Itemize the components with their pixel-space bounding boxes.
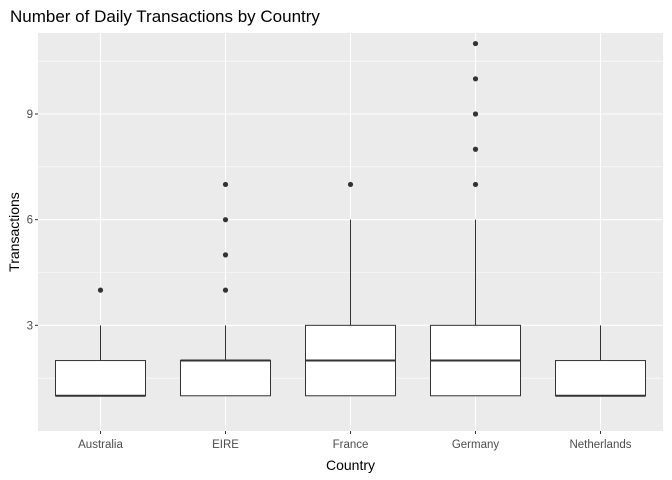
x-axis: Australia EIRE France Germany Netherlands [78,431,632,451]
y-tick-label: 9 [27,109,33,121]
box-australia [55,287,146,397]
outlier-point [347,181,354,188]
box-iqr [180,360,271,397]
y-tick-label: 3 [27,320,33,332]
outlier-point [222,181,229,188]
x-tick-label: France [333,439,369,451]
x-axis-title: Country [326,457,375,473]
outlier-point [222,287,229,293]
outlier-point [222,217,229,223]
outlier-point [472,146,479,152]
outlier-point [472,111,479,117]
outlier-point [222,252,229,258]
box-germany [430,40,521,397]
x-tick-label: EIRE [212,439,239,451]
y-tick-label: 6 [27,215,33,227]
boxes [55,40,646,397]
chart-title: Number of Daily Transactions by Country [10,7,320,26]
x-tick-label: Australia [78,439,123,451]
x-tick-label: Netherlands [569,439,631,451]
box-iqr [555,360,646,397]
outlier-point [472,76,479,82]
outlier-point [97,287,104,293]
box-iqr [55,360,146,397]
y-axis: 3 6 9 [27,109,38,332]
outlier-point [472,181,479,188]
box-eire [180,181,271,397]
box-netherlands [555,325,646,397]
outlier-point [472,40,479,47]
x-tick-label: Germany [452,439,500,451]
y-axis-title: Transactions [6,192,22,272]
box-france [305,181,396,397]
